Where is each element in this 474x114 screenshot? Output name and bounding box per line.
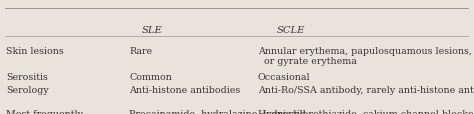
Text: Procainamide, hydralazine, isoniazid,
  minocycline, ticlodipine,
  anti-tumor n: Procainamide, hydralazine, isoniazid, mi…	[129, 110, 309, 114]
Text: Skin lesions: Skin lesions	[6, 46, 64, 55]
Text: Serositis: Serositis	[6, 72, 48, 81]
Text: Rare: Rare	[129, 46, 152, 55]
Text: SCLE: SCLE	[276, 26, 305, 35]
Text: Occasional: Occasional	[258, 72, 310, 81]
Text: Anti-histone antibodies: Anti-histone antibodies	[129, 86, 240, 94]
Text: Hydrochlorothiazide, cakium channel blockers,
  terbinafine, ACEangiotensin-conv: Hydrochlorothiazide, cakium channel bloc…	[258, 110, 474, 114]
Text: Anti-Ro/SSA antibody, rarely anti-histone antibodies: Anti-Ro/SSA antibody, rarely anti-histon…	[258, 86, 474, 94]
Text: Common: Common	[129, 72, 172, 81]
Text: Serology: Serology	[6, 86, 49, 94]
Text: SLE: SLE	[142, 26, 163, 35]
Text: Annular erythema, papulosquamous lesions,
  or gyrate erythema: Annular erythema, papulosquamous lesions…	[258, 46, 472, 66]
Text: Most frequently
  reported drugs: Most frequently reported drugs	[6, 110, 85, 114]
